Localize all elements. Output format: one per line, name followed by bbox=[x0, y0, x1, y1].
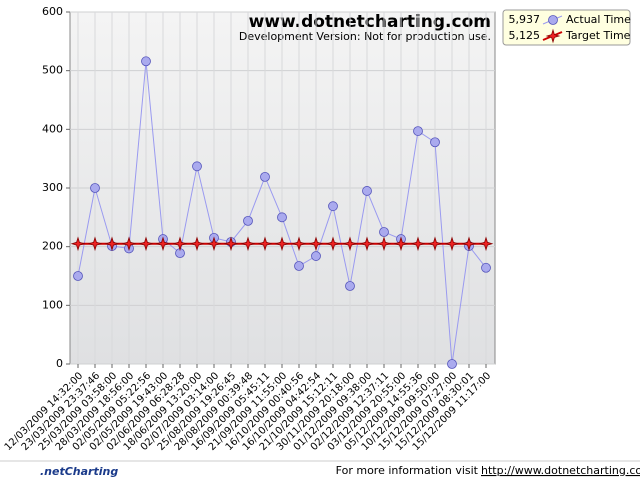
marker-star bbox=[478, 236, 494, 252]
marker-circle bbox=[260, 171, 270, 182]
marker-star bbox=[393, 236, 409, 252]
y-tick-label: 300 bbox=[42, 181, 63, 194]
marker-circle bbox=[328, 201, 338, 212]
marker-circle bbox=[345, 281, 355, 291]
marker-star bbox=[138, 236, 154, 252]
legend-label: Actual Time bbox=[566, 13, 631, 26]
chart-title: www.dotnetcharting.com bbox=[249, 12, 491, 32]
marker-circle bbox=[311, 251, 321, 261]
marker-star bbox=[240, 236, 256, 252]
y-tick-label: 500 bbox=[42, 64, 63, 77]
marker-star bbox=[444, 236, 460, 252]
marker-circle bbox=[362, 186, 372, 196]
marker-circle bbox=[73, 271, 83, 281]
marker-star bbox=[359, 236, 375, 252]
marker-star bbox=[172, 236, 188, 252]
legend-value: 5,937 bbox=[509, 13, 541, 26]
marker-star bbox=[427, 236, 443, 252]
marker-star bbox=[223, 236, 239, 252]
marker-star bbox=[206, 236, 222, 252]
legend-value: 5,125 bbox=[509, 29, 541, 42]
marker-circle bbox=[447, 359, 457, 369]
marker-star bbox=[70, 236, 86, 252]
footer-link[interactable]: http://www.dotnetcharting.com bbox=[481, 464, 640, 477]
marker-star bbox=[376, 236, 392, 252]
marker-circle bbox=[481, 262, 491, 273]
y-tick-label: 0 bbox=[56, 357, 63, 370]
y-tick-label: 400 bbox=[42, 122, 63, 135]
marker-star bbox=[545, 28, 561, 44]
marker-star bbox=[291, 236, 307, 252]
marker-star bbox=[104, 236, 120, 252]
y-tick-label: 600 bbox=[42, 5, 63, 18]
footer bbox=[0, 461, 640, 480]
chart-subtitle: Development Version: Not for production … bbox=[239, 30, 491, 43]
y-tick-label: 100 bbox=[42, 298, 63, 311]
marker-star bbox=[274, 236, 290, 252]
marker-circle bbox=[243, 215, 253, 226]
marker-star bbox=[121, 236, 137, 252]
marker-circle bbox=[548, 15, 558, 25]
marker-star bbox=[342, 236, 358, 252]
marker-circle bbox=[379, 227, 389, 237]
marker-star bbox=[155, 236, 171, 252]
legend-label: Target Time bbox=[565, 29, 631, 42]
marker-circle bbox=[413, 126, 423, 136]
marker-star bbox=[189, 236, 205, 252]
marker-circle bbox=[294, 261, 304, 271]
marker-circle bbox=[141, 56, 151, 67]
legend bbox=[502, 9, 631, 46]
logo: .netCharting bbox=[40, 465, 118, 478]
marker-star bbox=[257, 236, 273, 252]
marker-star bbox=[308, 236, 324, 252]
marker-star bbox=[87, 236, 103, 252]
marker-star bbox=[410, 236, 426, 252]
marker-circle bbox=[277, 212, 287, 223]
marker-circle bbox=[192, 161, 202, 172]
marker-star bbox=[461, 236, 477, 252]
marker-circle bbox=[90, 183, 100, 193]
marker-star bbox=[325, 236, 341, 252]
footer-text: For more information visit bbox=[336, 464, 479, 477]
y-tick-label: 200 bbox=[42, 240, 63, 253]
marker-circle bbox=[430, 137, 440, 148]
